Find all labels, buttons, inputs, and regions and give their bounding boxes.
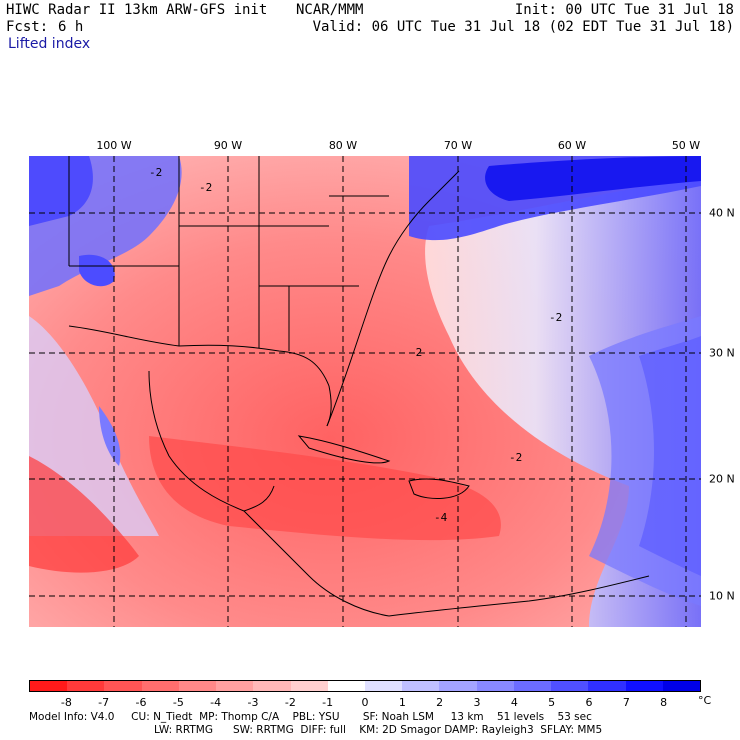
colorbar-swatch — [551, 681, 589, 691]
colorbar-swatch — [30, 681, 68, 691]
colorbar-swatch — [625, 681, 663, 691]
colorbar-tick-label: -2 — [284, 696, 296, 709]
east-coast-line — [326, 170, 460, 427]
colorbar-tick-label: -7 — [98, 696, 110, 709]
colorbar-tick-label: -3 — [247, 696, 259, 709]
lifted-index-map: -2 -2 -2 -2 -2 -4 — [29, 156, 701, 627]
colorbar-tick-label: 2 — [436, 696, 444, 709]
valid-time: Valid: 06 UTC Tue 31 Jul 18 (02 EDT Tue … — [312, 19, 734, 35]
forecast-label: Fcst: — [6, 19, 49, 35]
colorbar-swatch — [141, 681, 179, 691]
colorbar-swatch — [67, 681, 105, 691]
colorbar-swatch — [439, 681, 477, 691]
contour-label-5: -2 — [149, 166, 162, 179]
lon-label-50w: 50 W — [671, 139, 701, 152]
contour-label-4: -2 — [199, 181, 212, 194]
colorbar-swatch — [402, 681, 440, 691]
central-america-line — [243, 510, 390, 617]
colorbar-tick-label: 6 — [585, 696, 593, 709]
gulf-coast-line — [68, 325, 332, 427]
model-info-line1: Model Info: V4.0 CU: N_Tiedt MP: Thomp C… — [29, 711, 592, 723]
lat-label-20n: 20 N — [709, 472, 735, 486]
colorbar-tick-label: 1 — [398, 696, 406, 709]
cuba-outline — [297, 435, 391, 464]
south-america-coast — [388, 575, 650, 617]
colorbar-swatch — [290, 681, 328, 691]
colorbar-swatch — [476, 681, 514, 691]
colorbar-tick-label: 8 — [660, 696, 668, 709]
colorbar-swatch — [327, 681, 365, 691]
colorbar-swatch — [364, 681, 403, 691]
mountain-blue-patch — [79, 254, 115, 287]
east-pacific-red — [29, 456, 139, 573]
tropical-red-band — [149, 436, 501, 541]
init-time: Init: 00 UTC Tue 31 Jul 18 — [514, 2, 734, 18]
colorbar-tick-label: 5 — [548, 696, 556, 709]
hispaniola-outline — [408, 478, 470, 499]
colorbar — [29, 680, 701, 692]
forecast-value: 6 h — [58, 19, 84, 35]
colorbar-swatch — [178, 681, 217, 691]
colorbar-swatch — [253, 681, 291, 691]
colorbar-swatch — [588, 681, 626, 691]
colorbar-tick-label: 3 — [473, 696, 481, 709]
colorbar-swatch — [513, 681, 552, 691]
lat-label-30n: 30 N — [709, 346, 735, 360]
colorbar-unit: °C — [698, 694, 712, 707]
contour-label-2: -2 — [409, 346, 422, 359]
lon-label-80w: 80 W — [328, 139, 358, 152]
colorbar-tick-label: -4 — [210, 696, 222, 709]
colorbar-swatch — [104, 681, 142, 691]
colorbar-tick-label: -8 — [60, 696, 72, 709]
colorbar-swatch — [216, 681, 254, 691]
contour-label-6: -4 — [434, 511, 448, 524]
lat-label-10n: 10 N — [709, 589, 735, 603]
lat-lon-grid — [29, 156, 701, 627]
northwest-deep-blue — [29, 156, 93, 226]
model-info-line2: LW: RRTMG SW: RRTMG DIFF: full KM: 2D Sm… — [154, 724, 603, 736]
colorbar-tick-label: 7 — [622, 696, 630, 709]
mexico-blue-streak — [99, 406, 121, 466]
lon-label-60w: 60 W — [557, 139, 587, 152]
lon-label-90w: 90 W — [213, 139, 243, 152]
colorbar-tick-label: -6 — [135, 696, 147, 709]
colorbar-tick-label: 0 — [361, 696, 369, 709]
mexico-coast-line — [148, 370, 275, 512]
colorbar-tick-label: -5 — [172, 696, 184, 709]
lat-label-40n: 40 N — [709, 206, 735, 220]
coastlines — [68, 156, 650, 617]
field-name: Lifted index — [8, 36, 91, 52]
lon-label-100w: 100 W — [96, 139, 132, 152]
org-label: NCAR/MMM — [296, 2, 364, 18]
model-title: HIWC Radar II 13km ARW-GFS init — [6, 2, 268, 18]
colorbar-swatch — [662, 681, 700, 691]
contour-label-1: -2 — [549, 311, 562, 324]
contour-label-3: -2 — [509, 451, 522, 464]
lon-label-70w: 70 W — [443, 139, 473, 152]
colorbar-tick-label: 4 — [510, 696, 518, 709]
colorbar-tick-label: -1 — [322, 696, 334, 709]
northeast-deep-blue — [485, 156, 701, 201]
